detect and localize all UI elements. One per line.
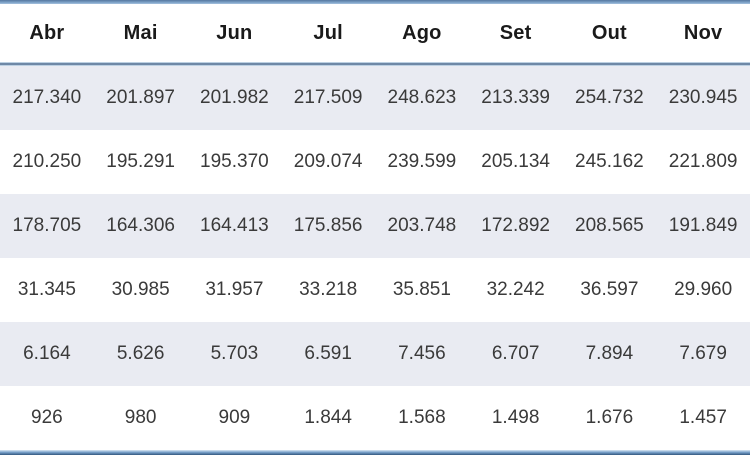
table-row: 31.345 30.985 31.957 33.218 35.851 32.242 36.5… xyxy=(0,258,750,322)
table-cell: 1.457 xyxy=(679,407,727,428)
table-cell: 31.957 xyxy=(205,279,264,300)
column-header-abr: Abr xyxy=(29,21,65,44)
column-header-nov: Nov xyxy=(683,21,723,44)
table-cell: 201.897 xyxy=(106,87,175,108)
column-header-ago: Ago xyxy=(402,21,442,44)
table-header-row: Abr Mai Jun Jul Ago Set Out Nov xyxy=(0,4,750,62)
table-row: 217.340 201.897 201.982 217.509 248.623 213.3… xyxy=(0,66,750,130)
table-cell: 33.218 xyxy=(299,279,358,300)
column-header-jun: Jun xyxy=(216,21,253,44)
table-cell: 245.162 xyxy=(575,151,644,172)
table-cell: 191.849 xyxy=(668,215,738,236)
table-cell: 6.164 xyxy=(23,343,71,364)
table-cell: 217.509 xyxy=(293,87,363,108)
table-cell: 31.345 xyxy=(17,279,76,300)
table-cell: 35.851 xyxy=(392,279,451,300)
top-accent-bar xyxy=(0,0,750,4)
table-cell: 980 xyxy=(124,407,157,428)
table-cell: 230.945 xyxy=(668,87,738,108)
table-cell: 254.732 xyxy=(575,87,644,108)
table-row: 6.164 5.626 5.703 6.591 7.456 6.707 7.894 7.679 xyxy=(0,322,750,386)
table-cell: 1.498 xyxy=(491,407,540,428)
table-cell: 195.291 xyxy=(106,151,175,172)
header-separator-line xyxy=(0,62,750,66)
table-cell: 201.982 xyxy=(200,87,269,108)
bottom-accent-bar xyxy=(0,450,750,455)
column-header-mai: Mai xyxy=(123,21,158,44)
table-cell: 32.242 xyxy=(486,279,545,300)
table-cell: 7.679 xyxy=(679,343,727,364)
table-cell: 7.894 xyxy=(585,343,634,364)
table-cell: 36.597 xyxy=(580,279,639,300)
table-cell: 175.856 xyxy=(293,215,363,236)
table-cell: 203.748 xyxy=(387,215,457,236)
column-header-set: Set xyxy=(499,21,532,44)
table-cell: 1.568 xyxy=(398,407,446,428)
table-cell: 5.703 xyxy=(210,343,259,364)
table-body: 217.340 201.897 201.982 217.509 248.623 213.3… xyxy=(0,66,750,450)
table-cell: 909 xyxy=(218,407,251,428)
table-cell: 248.623 xyxy=(387,87,457,108)
table-cell: 6.591 xyxy=(304,343,352,364)
table-cell: 5.626 xyxy=(116,343,165,364)
column-header-jul: Jul xyxy=(313,21,343,44)
table-cell: 208.565 xyxy=(575,215,644,236)
column-header-out: Out xyxy=(591,21,627,44)
table-cell: 1.844 xyxy=(304,407,352,428)
table-cell: 164.306 xyxy=(106,215,175,236)
table-cell: 210.250 xyxy=(12,151,82,172)
table-cell: 6.707 xyxy=(491,343,540,364)
table-cell: 1.676 xyxy=(585,407,634,428)
table-cell: 239.599 xyxy=(387,151,457,172)
table-cell: 217.340 xyxy=(12,87,82,108)
table-row: 210.250 195.291 195.370 209.074 239.599 205.1… xyxy=(0,130,750,194)
table-cell: 29.960 xyxy=(674,279,733,300)
table-cell: 164.413 xyxy=(200,215,269,236)
table-row: 926 980 909 1.844 1.568 1.498 1.676 1.457 xyxy=(0,386,750,450)
table-cell: 209.074 xyxy=(293,151,363,172)
table-cell: 221.809 xyxy=(668,151,738,172)
table-cell: 213.339 xyxy=(481,87,550,108)
table-cell: 172.892 xyxy=(481,215,550,236)
table-row: 178.705 164.306 164.413 175.856 203.748 172.8… xyxy=(0,194,750,258)
table-cell: 205.134 xyxy=(481,151,550,172)
table-cell: 926 xyxy=(31,407,63,428)
table-cell: 30.985 xyxy=(111,279,170,300)
table-cell: 178.705 xyxy=(12,215,82,236)
table-cell: 7.456 xyxy=(398,343,446,364)
table-cell: 195.370 xyxy=(200,151,269,172)
